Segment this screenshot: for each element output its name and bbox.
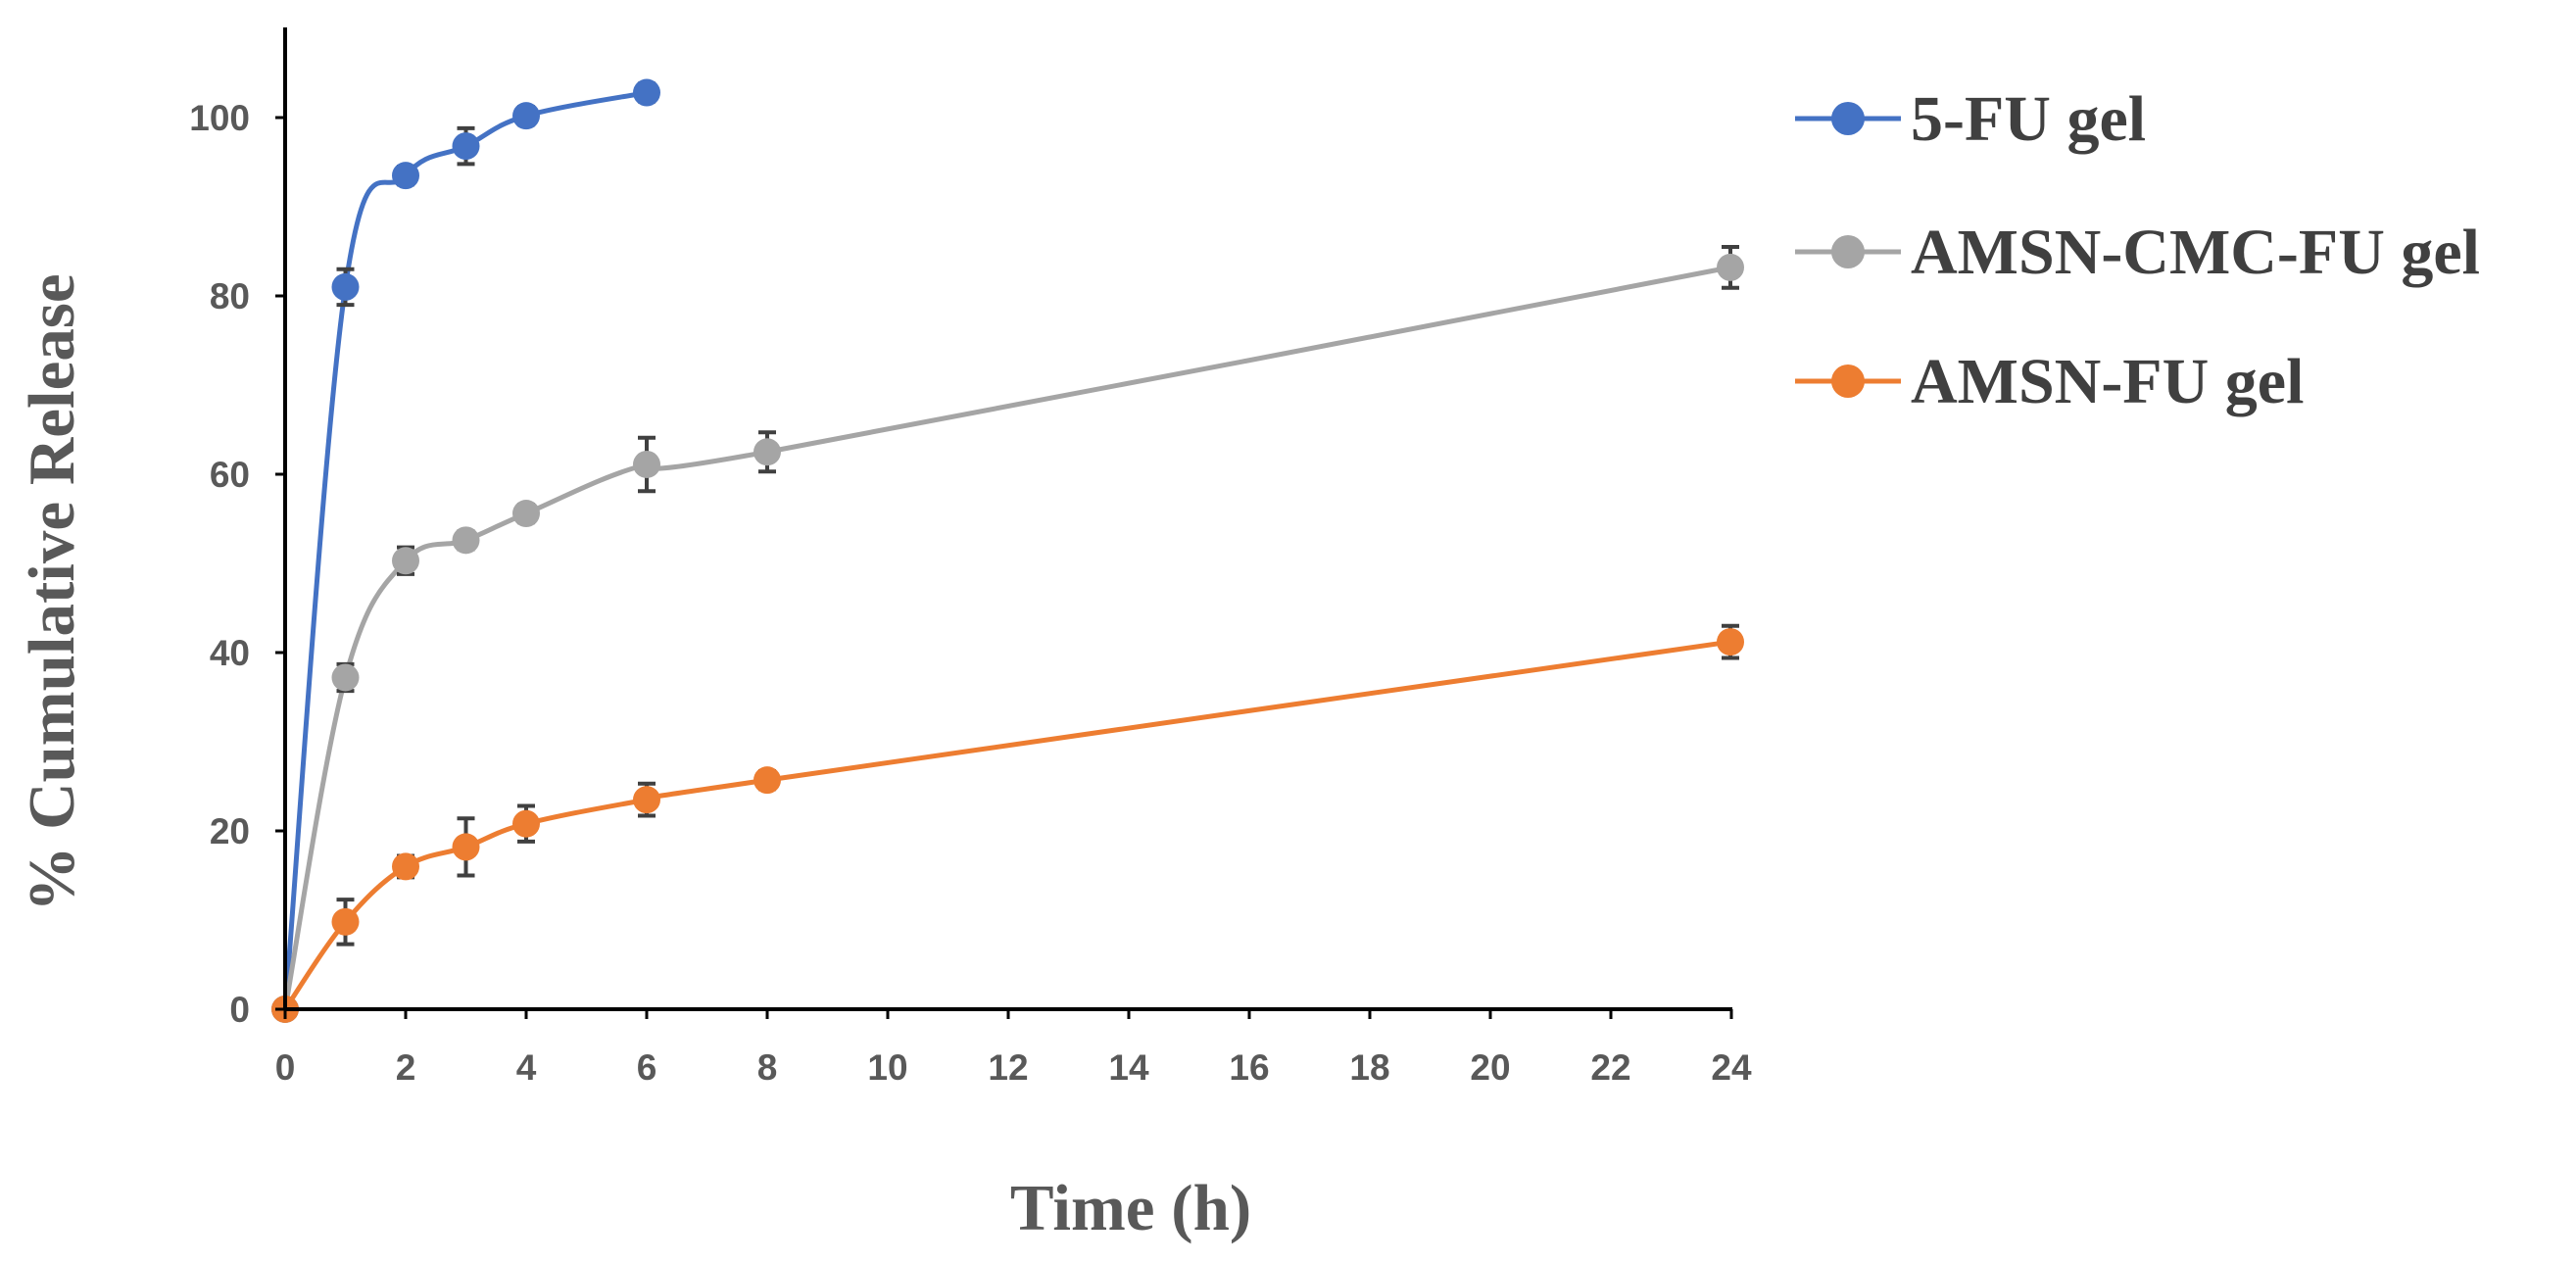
y-axis-title: % Cumulative Release: [16, 273, 88, 911]
data-point: [331, 907, 360, 936]
x-tick-label: 12: [988, 1047, 1028, 1088]
data-point: [392, 547, 419, 575]
y-tick-label: 80: [210, 276, 250, 316]
plot-area: [271, 78, 1744, 1023]
data-point: [331, 272, 360, 301]
data-point: [392, 852, 419, 881]
legend-item-amsn-fu-gel: AMSN-FU gel: [1795, 346, 2304, 417]
series-amsn-fu-gel: [271, 623, 1744, 1023]
x-tick-label: 20: [1470, 1047, 1510, 1088]
y-tick-label: 40: [210, 633, 250, 673]
data-point: [512, 102, 540, 130]
legend-label-amsn-fu-gel: AMSN-FU gel: [1911, 346, 2304, 417]
y-axis-ticks: 0 20 40 60 80 100: [189, 98, 285, 1030]
data-point: [392, 162, 419, 190]
data-point: [452, 526, 480, 555]
data-point: [633, 450, 660, 478]
series-line-amsn-cmc-fu-gel: [282, 265, 1731, 1010]
data-point: [633, 786, 660, 814]
x-axis-ticks: 0 2 4 6 8 10 12 14 16 18 20 22 24: [275, 1009, 1752, 1088]
data-point: [753, 766, 781, 795]
legend-item-5fu-gel: 5-FU gel: [1795, 83, 2146, 155]
x-tick-label: 22: [1590, 1047, 1630, 1088]
y-tick-label: 100: [189, 98, 250, 138]
data-point: [1717, 253, 1744, 281]
series-amsn-cmc-fu-gel: [271, 244, 1744, 1023]
data-point: [331, 663, 360, 692]
y-tick-label: 20: [210, 811, 250, 851]
y-tick-label: 0: [229, 990, 250, 1030]
x-tick-label: 0: [275, 1047, 296, 1088]
legend: 5-FU gel AMSN-CMC-FU gel AMSN-FU gel: [1795, 83, 2480, 417]
x-tick-label: 8: [757, 1047, 778, 1088]
data-point: [512, 809, 540, 838]
data-point: [452, 833, 480, 861]
x-tick-label: 16: [1229, 1047, 1269, 1088]
legend-marker-5fu-gel: [1831, 102, 1865, 135]
x-axis-title: Time (h): [1010, 1172, 1251, 1244]
x-tick-label: 24: [1711, 1047, 1752, 1088]
x-tick-label: 14: [1108, 1047, 1149, 1088]
legend-marker-amsn-fu-gel: [1831, 364, 1865, 398]
data-point: [633, 78, 660, 107]
data-point: [753, 438, 781, 466]
x-tick-label: 18: [1349, 1047, 1389, 1088]
data-point: [1717, 628, 1744, 656]
x-tick-label: 10: [867, 1047, 907, 1088]
x-tick-label: 4: [516, 1047, 537, 1088]
legend-label-amsn-cmc-fu-gel: AMSN-CMC-FU gel: [1911, 217, 2480, 288]
legend-item-amsn-cmc-fu-gel: AMSN-CMC-FU gel: [1795, 217, 2480, 288]
series-line-amsn-fu-gel: [282, 639, 1731, 1011]
legend-label-5fu-gel: 5-FU gel: [1911, 83, 2146, 155]
x-tick-label: 2: [396, 1047, 416, 1088]
x-tick-label: 6: [637, 1047, 657, 1088]
data-point: [512, 500, 540, 528]
legend-marker-amsn-cmc-fu-gel: [1831, 235, 1865, 268]
y-tick-label: 60: [210, 455, 250, 495]
data-point: [452, 132, 480, 161]
